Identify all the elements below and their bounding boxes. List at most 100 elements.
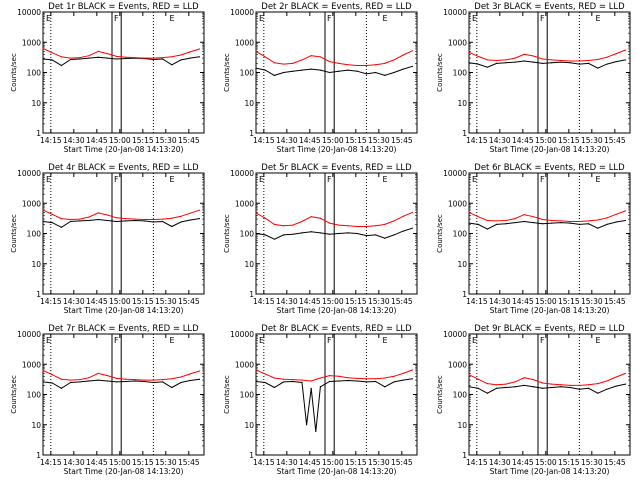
data-point-events	[569, 222, 571, 224]
data-point-lld	[97, 50, 99, 52]
x-tick-label: 15:00	[109, 297, 131, 306]
x-tick-label: 14:30	[489, 458, 511, 467]
data-point-lld	[384, 377, 386, 379]
corner-marker-right: E	[383, 336, 388, 345]
data-point-events	[597, 392, 599, 394]
data-point-events	[551, 62, 553, 64]
y-axis-label: Counts/sec	[436, 375, 444, 414]
data-point-lld	[125, 218, 127, 220]
data-point-lld	[542, 218, 544, 221]
data-point-lld	[569, 384, 571, 386]
data-point-lld	[542, 382, 544, 384]
x-tick-label: 14:30	[63, 297, 85, 306]
data-point-events	[162, 381, 164, 383]
data-point-events	[180, 221, 182, 223]
x-tick-label: 15:15	[558, 458, 580, 467]
panel-title: Det 9r BLACK = Events, RED = LLD	[474, 324, 625, 334]
data-point-events	[125, 220, 127, 222]
data-point-lld	[384, 62, 386, 64]
corner-marker-right: E	[170, 175, 175, 184]
y-tick-label: 1	[36, 129, 41, 138]
data-point-lld	[477, 55, 479, 58]
data-point-lld	[106, 53, 108, 55]
data-point-events	[255, 67, 257, 69]
data-point-lld	[338, 62, 340, 64]
panel-3: Det 3r BLACK = Events, RED = LLD 1 10 100 10…	[436, 2, 631, 154]
y-tick-label: 10	[31, 260, 41, 269]
data-point-events	[329, 380, 331, 383]
data-point-events	[347, 379, 349, 382]
data-point-lld	[255, 212, 257, 214]
data-point-lld	[116, 217, 118, 219]
plot-frame	[42, 11, 205, 134]
data-point-events	[393, 71, 395, 74]
data-point-events	[338, 70, 340, 72]
corner-marker-left: E	[472, 175, 477, 184]
data-point-events	[97, 218, 99, 221]
data-point-lld	[569, 220, 571, 223]
x-tick-label: 15:00	[535, 458, 557, 467]
x-tick-label: 15:30	[368, 136, 390, 145]
y-tick-label: 1	[36, 290, 41, 299]
data-point-lld	[356, 377, 358, 380]
data-point-lld	[624, 210, 627, 212]
data-point-events	[273, 386, 275, 389]
y-tick-label: 1000	[448, 199, 467, 208]
series-line-lld	[255, 369, 413, 382]
x-tick-label: 14:15	[253, 297, 275, 306]
x-tick-label: 15:00	[322, 297, 344, 306]
data-point-events	[411, 378, 413, 380]
y-tick-label: 1000	[22, 360, 41, 369]
data-point-events	[292, 380, 294, 383]
data-point-lld	[523, 53, 525, 55]
data-point-lld	[615, 53, 617, 55]
data-point-events	[198, 218, 200, 220]
x-axis-label: Start Time (20-Jan-08 14:13:20)	[64, 467, 184, 476]
series-line-lld	[255, 50, 413, 66]
y-axis-label: Counts/sec	[10, 214, 18, 253]
x-tick-label: 14:15	[40, 297, 62, 306]
x-tick-label: 14:30	[489, 136, 511, 145]
data-point-lld	[70, 379, 72, 381]
data-point-lld	[375, 378, 377, 380]
panel-9: Det 9r BLACK = Events, RED = LLD 1 10 100 10…	[436, 324, 631, 476]
x-axis-label: Start Time (20-Jan-08 14:13:20)	[277, 306, 397, 315]
y-tick-label: 100	[240, 230, 255, 239]
data-point-lld	[551, 219, 553, 222]
data-point-lld	[615, 213, 617, 215]
data-point-events	[486, 228, 488, 230]
data-point-lld	[171, 56, 173, 58]
y-tick-label: 10000	[17, 8, 41, 17]
x-tick-label: 15:30	[155, 136, 177, 145]
x-tick-label: 15:30	[581, 458, 603, 467]
data-point-events	[347, 232, 349, 234]
data-point-lld	[255, 369, 257, 371]
x-tick-label: 14:30	[276, 458, 298, 467]
data-point-lld	[106, 375, 108, 377]
data-point-lld	[180, 215, 182, 217]
data-point-events	[315, 430, 317, 433]
data-point-lld	[162, 379, 164, 381]
panel-4: Det 4r BLACK = Events, RED = LLD 1 10 100 10…	[10, 163, 205, 315]
y-tick-label: 1000	[22, 199, 41, 208]
x-tick-label: 14:30	[489, 297, 511, 306]
data-point-events	[597, 67, 599, 69]
data-point-lld	[588, 220, 590, 222]
data-point-lld	[162, 57, 164, 59]
data-point-events	[134, 219, 136, 222]
data-point-lld	[597, 382, 599, 385]
data-point-lld	[143, 218, 145, 221]
data-point-events	[532, 386, 535, 388]
data-point-lld	[551, 59, 553, 61]
data-point-events	[551, 386, 553, 389]
data-point-lld	[393, 375, 395, 377]
data-point-events	[532, 221, 535, 224]
y-tick-label: 100	[27, 391, 42, 400]
data-point-events	[542, 62, 544, 64]
data-point-lld	[60, 378, 63, 380]
data-point-events	[569, 386, 571, 389]
data-point-lld	[273, 377, 275, 379]
corner-marker-left: E	[46, 336, 51, 345]
data-point-lld	[514, 381, 516, 383]
data-point-lld	[51, 213, 53, 215]
